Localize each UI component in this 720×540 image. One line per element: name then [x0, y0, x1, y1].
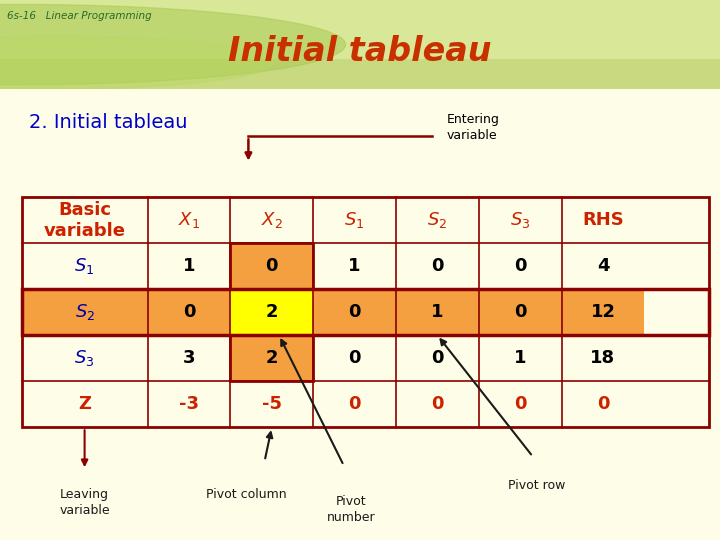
Text: Pivot column: Pivot column [207, 488, 287, 501]
Text: Pivot row: Pivot row [508, 479, 565, 492]
Bar [313, 335, 396, 381]
Bar [396, 335, 479, 381]
Text: 0: 0 [266, 257, 278, 275]
Bar [22, 335, 148, 381]
Bar [396, 289, 479, 335]
Bar [148, 289, 230, 335]
Text: 0: 0 [348, 349, 361, 367]
Text: 18: 18 [590, 349, 616, 367]
Bar [562, 289, 644, 335]
Text: 1: 1 [431, 303, 444, 321]
Bar [396, 197, 479, 244]
Text: $X_2$: $X_2$ [261, 210, 283, 231]
Text: $S_2$: $S_2$ [74, 302, 95, 322]
Circle shape [0, 4, 346, 85]
Bar [148, 197, 230, 244]
Text: 12: 12 [590, 303, 616, 321]
Text: 0: 0 [431, 257, 444, 275]
Bar [479, 244, 562, 289]
Text: RHS: RHS [582, 211, 624, 230]
Bar [313, 381, 396, 427]
Text: 2. Initial tableau: 2. Initial tableau [29, 113, 187, 132]
Text: 0: 0 [183, 303, 195, 321]
Bar [230, 335, 313, 381]
Bar [230, 197, 313, 244]
Text: 0: 0 [348, 303, 361, 321]
Text: 0: 0 [597, 395, 609, 413]
Text: 0: 0 [514, 303, 526, 321]
Text: Z: Z [78, 395, 91, 413]
Bar [22, 381, 148, 427]
Text: Entering
variable: Entering variable [446, 113, 499, 142]
Text: 4: 4 [597, 257, 609, 275]
Text: Pivot
number: Pivot number [327, 495, 375, 524]
Bar [230, 381, 313, 427]
Text: 1: 1 [183, 257, 195, 275]
Circle shape [0, 36, 274, 89]
Text: Leaving
variable: Leaving variable [59, 488, 110, 517]
Bar [313, 197, 396, 244]
Bar [479, 381, 562, 427]
Bar [479, 289, 562, 335]
Bar [479, 197, 562, 244]
Text: 0: 0 [348, 395, 361, 413]
Bar [22, 289, 709, 335]
Text: $S_3$: $S_3$ [74, 348, 95, 368]
Text: $S_1$: $S_1$ [344, 210, 365, 231]
Text: 0: 0 [431, 349, 444, 367]
Bar [479, 335, 562, 381]
Text: 0: 0 [514, 395, 526, 413]
Bar [313, 244, 396, 289]
Bar [148, 381, 230, 427]
Bar [562, 197, 644, 244]
Bar [562, 335, 644, 381]
Text: 2: 2 [266, 303, 278, 321]
Text: 6s-16   Linear Programming: 6s-16 Linear Programming [7, 11, 152, 21]
Text: 2: 2 [266, 349, 278, 367]
Text: 0: 0 [514, 257, 526, 275]
Bar [22, 197, 148, 244]
Bar [562, 244, 644, 289]
Text: 1: 1 [514, 349, 526, 367]
Text: -5: -5 [262, 395, 282, 413]
Bar [396, 244, 479, 289]
Text: 0: 0 [431, 395, 444, 413]
Bar [313, 289, 396, 335]
Text: 1: 1 [348, 257, 361, 275]
Text: $X_1$: $X_1$ [178, 210, 200, 231]
Bar [22, 244, 148, 289]
Bar [0, 0, 720, 58]
Text: Basic
variable: Basic variable [44, 201, 125, 240]
Text: 3: 3 [183, 349, 195, 367]
Bar [148, 335, 230, 381]
Bar [148, 244, 230, 289]
Text: $S_3$: $S_3$ [510, 210, 531, 231]
Text: Initial tableau: Initial tableau [228, 35, 492, 68]
Bar [396, 381, 479, 427]
Bar [230, 335, 313, 381]
Bar [230, 244, 313, 289]
Bar [230, 289, 313, 335]
Bar [562, 381, 644, 427]
Text: -3: -3 [179, 395, 199, 413]
Text: $S_2$: $S_2$ [427, 210, 448, 231]
Bar [230, 244, 313, 289]
Bar [22, 289, 148, 335]
Text: $S_1$: $S_1$ [74, 256, 95, 276]
Bar [22, 197, 709, 427]
